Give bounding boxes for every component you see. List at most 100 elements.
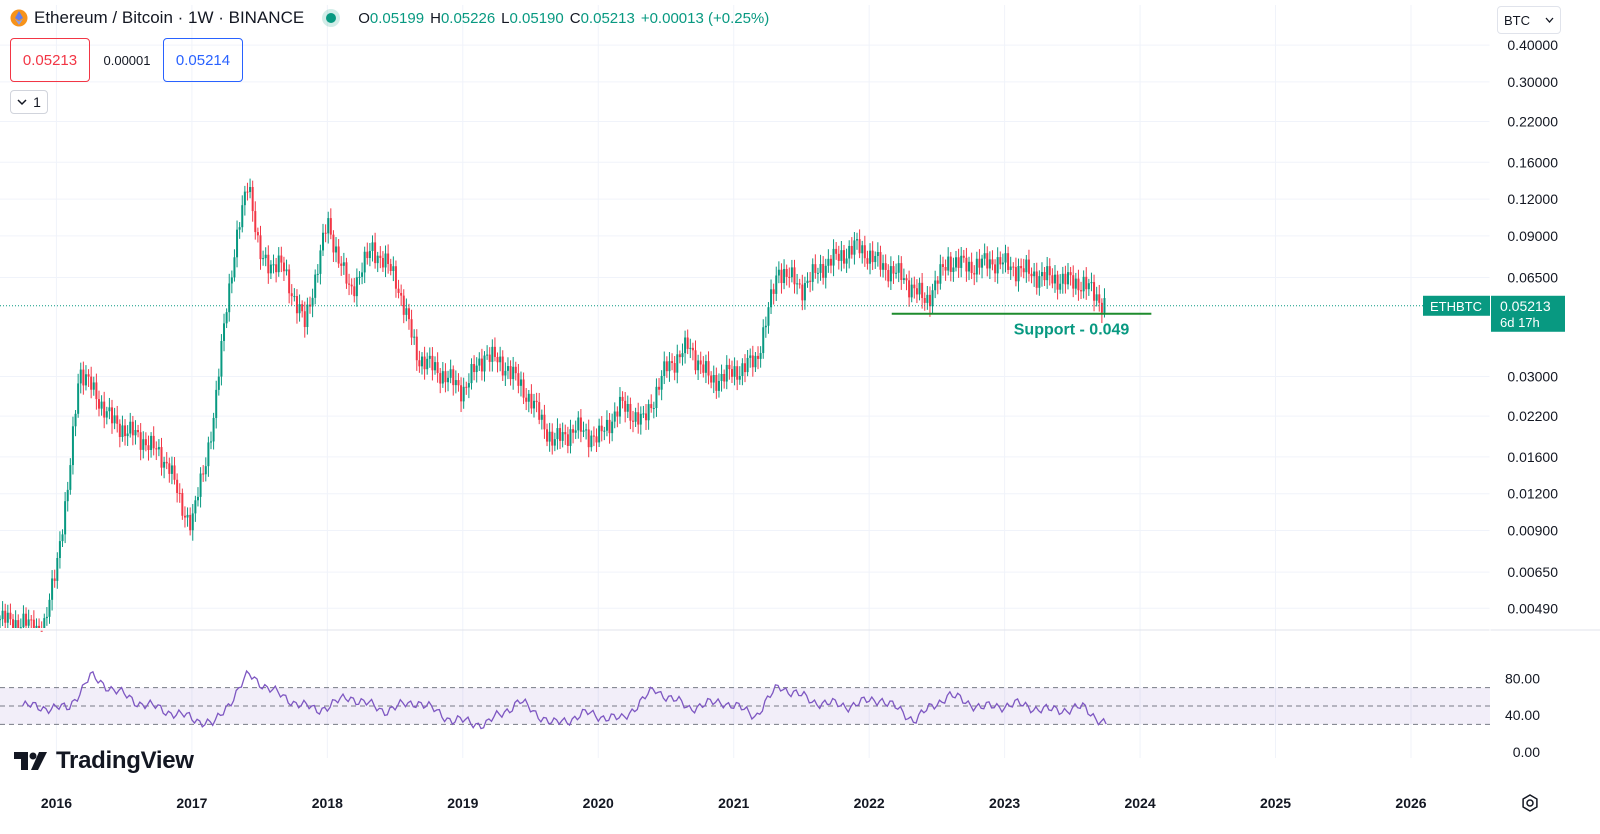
candle-body — [738, 376, 741, 380]
settings-gear-icon[interactable] — [1520, 793, 1540, 813]
candle-body — [514, 366, 517, 374]
candle-body — [389, 263, 392, 271]
candle-body — [329, 218, 332, 235]
candle-body — [678, 354, 681, 358]
candle-body — [900, 263, 903, 280]
rsi-pane — [0, 669, 1490, 730]
candle-body — [478, 358, 481, 366]
candle-body — [788, 276, 791, 278]
candle-body — [238, 227, 241, 230]
high-label: H — [430, 9, 441, 27]
candle-body — [350, 284, 353, 287]
candle-body — [915, 288, 918, 295]
candle-body — [32, 619, 35, 628]
candle-body — [655, 386, 658, 409]
candle-body — [1072, 275, 1075, 289]
candle-body — [790, 267, 793, 278]
currency-label: BTC — [1504, 12, 1530, 28]
sell-price: 0.05213 — [22, 51, 78, 69]
price-tag — [1491, 295, 1565, 332]
candle-body — [105, 411, 108, 418]
candle-body — [335, 246, 338, 253]
tradingview-logo[interactable]: TradingView — [14, 747, 194, 775]
candle-body — [324, 232, 327, 234]
candle-body — [910, 284, 913, 298]
candle-body — [402, 295, 405, 315]
candle-body — [142, 439, 145, 450]
candle-body — [637, 412, 640, 425]
candle-body — [77, 383, 80, 414]
candle-body — [908, 280, 911, 298]
candle-body — [178, 493, 181, 495]
market-status-icon[interactable] — [326, 13, 337, 23]
candle-body — [12, 619, 15, 628]
candle-body — [517, 373, 520, 386]
candle-body — [488, 354, 491, 362]
chevron-down-icon — [17, 99, 27, 106]
candle-body — [585, 429, 588, 431]
candle-body — [858, 239, 861, 254]
candle-body — [509, 366, 512, 380]
y-tick-label: 0.00900 — [1507, 522, 1558, 538]
candle-body — [48, 599, 51, 617]
quantity-stepper[interactable]: 1 — [10, 90, 48, 114]
candle-body — [957, 257, 960, 268]
candle-body — [337, 246, 340, 264]
currency-select[interactable]: BTC — [1497, 6, 1561, 34]
rsi-line — [22, 669, 1107, 730]
y-tick-label: 0.00490 — [1507, 600, 1558, 616]
candle-body — [295, 296, 298, 314]
candle-body — [1004, 253, 1007, 263]
candle-body — [757, 355, 760, 359]
candle-body — [749, 355, 752, 358]
candle-body — [535, 400, 538, 403]
candle-body — [1095, 294, 1098, 301]
candle-body — [394, 266, 397, 289]
candle-body — [22, 613, 25, 628]
candle-body — [874, 255, 877, 263]
candle-body — [777, 269, 780, 276]
candle-body — [493, 346, 496, 357]
candle-body — [204, 466, 207, 475]
candle-body — [736, 366, 739, 380]
candle-body — [947, 256, 950, 271]
candle-body — [64, 501, 67, 535]
candle-body — [418, 360, 421, 367]
candle-body — [196, 496, 199, 501]
buy-button[interactable]: 0.05214 — [163, 38, 243, 82]
symbol-title[interactable]: Ethereum / Bitcoin · 1W · BINANCE — [34, 8, 305, 27]
candle-body — [582, 430, 585, 432]
candle-body — [712, 375, 715, 383]
candle-body — [470, 364, 473, 384]
candle-body — [322, 232, 325, 251]
candle-body — [1040, 272, 1043, 277]
time-axis: 2016 2017 2018 2019 2020 2021 2022 2023 2024 2025… — [41, 795, 1427, 811]
close-value: 0.05213 — [580, 9, 635, 27]
candle-body — [717, 380, 720, 391]
candle-body — [434, 362, 437, 371]
candle-body — [918, 282, 921, 295]
y-tick-label: 0.01200 — [1507, 486, 1558, 502]
sell-button[interactable]: 0.05213 — [10, 38, 90, 82]
candle-body — [983, 253, 986, 259]
candle-body — [428, 355, 431, 359]
candle-body — [14, 620, 17, 628]
candle-body — [889, 266, 892, 282]
candle-body — [1001, 262, 1004, 265]
candle-body — [559, 428, 562, 441]
candle-body — [69, 465, 72, 490]
y-tick-label: 0.30000 — [1507, 74, 1558, 90]
candle-body — [1033, 271, 1036, 277]
candle-body — [1085, 276, 1088, 290]
candle-body — [397, 288, 400, 293]
candle-body — [803, 283, 806, 301]
candle-body — [741, 363, 744, 377]
candle-body — [629, 403, 632, 421]
candle-body — [423, 356, 426, 370]
candle-body — [837, 253, 840, 261]
candle-body — [1017, 265, 1020, 282]
candle-body — [767, 307, 770, 326]
candle-body — [113, 415, 116, 424]
candle-body — [340, 263, 343, 266]
